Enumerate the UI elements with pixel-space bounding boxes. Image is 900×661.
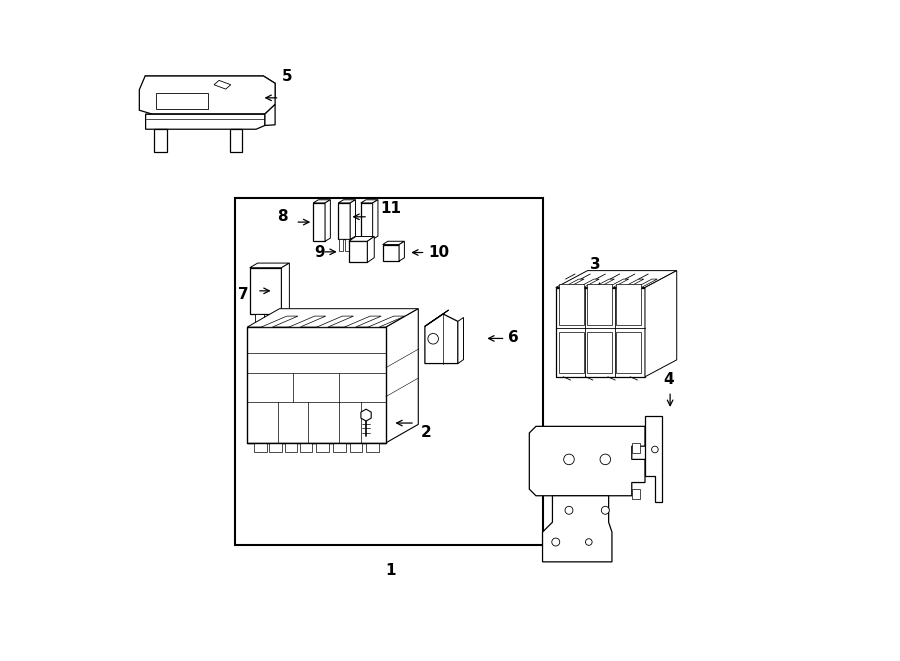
Bar [346,239,349,251]
Bar [339,239,343,251]
Bar [338,203,350,239]
Bar [559,284,584,325]
Text: 4: 4 [662,371,673,387]
Text: 6: 6 [508,330,519,344]
Circle shape [600,454,610,465]
Polygon shape [350,200,356,239]
Polygon shape [344,316,382,327]
Text: 11: 11 [381,201,401,215]
Polygon shape [361,200,378,203]
Circle shape [552,538,560,546]
Bar [632,489,640,499]
Bar [333,443,346,452]
Polygon shape [645,416,662,502]
Circle shape [428,333,438,344]
Bar [587,284,612,325]
Polygon shape [373,200,378,239]
Polygon shape [645,270,677,377]
Polygon shape [543,496,612,562]
Polygon shape [349,237,374,241]
Polygon shape [608,279,629,288]
Bar [350,443,363,452]
Bar [366,443,379,452]
Polygon shape [145,76,275,98]
Polygon shape [282,263,290,314]
Polygon shape [425,314,458,364]
Polygon shape [529,426,645,496]
Text: 2: 2 [420,426,431,440]
Polygon shape [458,317,464,364]
Polygon shape [248,309,418,327]
Bar [269,443,282,452]
Text: 8: 8 [277,210,288,224]
Polygon shape [425,310,448,327]
Text: 9: 9 [314,245,324,260]
Bar [269,314,277,330]
Bar [256,314,265,330]
Polygon shape [265,104,275,126]
Polygon shape [361,409,371,421]
Text: 1: 1 [385,563,396,578]
Bar [382,245,399,261]
Polygon shape [317,316,354,327]
Polygon shape [313,200,330,203]
Bar [235,198,543,545]
Circle shape [586,539,592,545]
Circle shape [601,506,609,514]
Bar [349,241,367,262]
Bar [284,443,297,452]
Polygon shape [146,114,265,130]
Text: 3: 3 [590,257,600,272]
Text: 10: 10 [428,245,449,260]
Polygon shape [386,309,418,443]
Polygon shape [325,200,330,241]
Polygon shape [368,316,405,327]
Bar [616,332,642,373]
Bar [632,443,640,453]
Polygon shape [156,93,209,108]
Polygon shape [367,237,374,262]
Polygon shape [214,81,230,89]
Bar [317,443,329,452]
Bar [587,332,612,373]
Polygon shape [593,279,615,288]
Circle shape [563,454,574,465]
Polygon shape [230,130,242,152]
Text: 5: 5 [282,69,292,83]
Polygon shape [382,241,404,245]
Polygon shape [556,270,677,288]
Text: 7: 7 [238,287,248,301]
Polygon shape [140,76,275,114]
Bar [616,284,642,325]
Circle shape [652,446,658,453]
Polygon shape [248,327,386,443]
Circle shape [565,506,573,514]
Polygon shape [289,316,326,327]
Polygon shape [155,130,167,152]
Polygon shape [636,279,657,288]
Polygon shape [261,316,298,327]
Bar [300,443,312,452]
Bar [362,239,365,251]
Bar [313,203,325,241]
Polygon shape [578,279,599,288]
Polygon shape [249,263,290,268]
Bar [559,332,584,373]
Bar [368,239,372,251]
Bar [361,203,373,239]
Polygon shape [623,279,644,288]
Polygon shape [338,200,356,203]
Polygon shape [399,241,404,261]
Bar [249,268,282,314]
Polygon shape [556,288,645,377]
Bar [254,443,266,452]
Polygon shape [562,279,584,288]
